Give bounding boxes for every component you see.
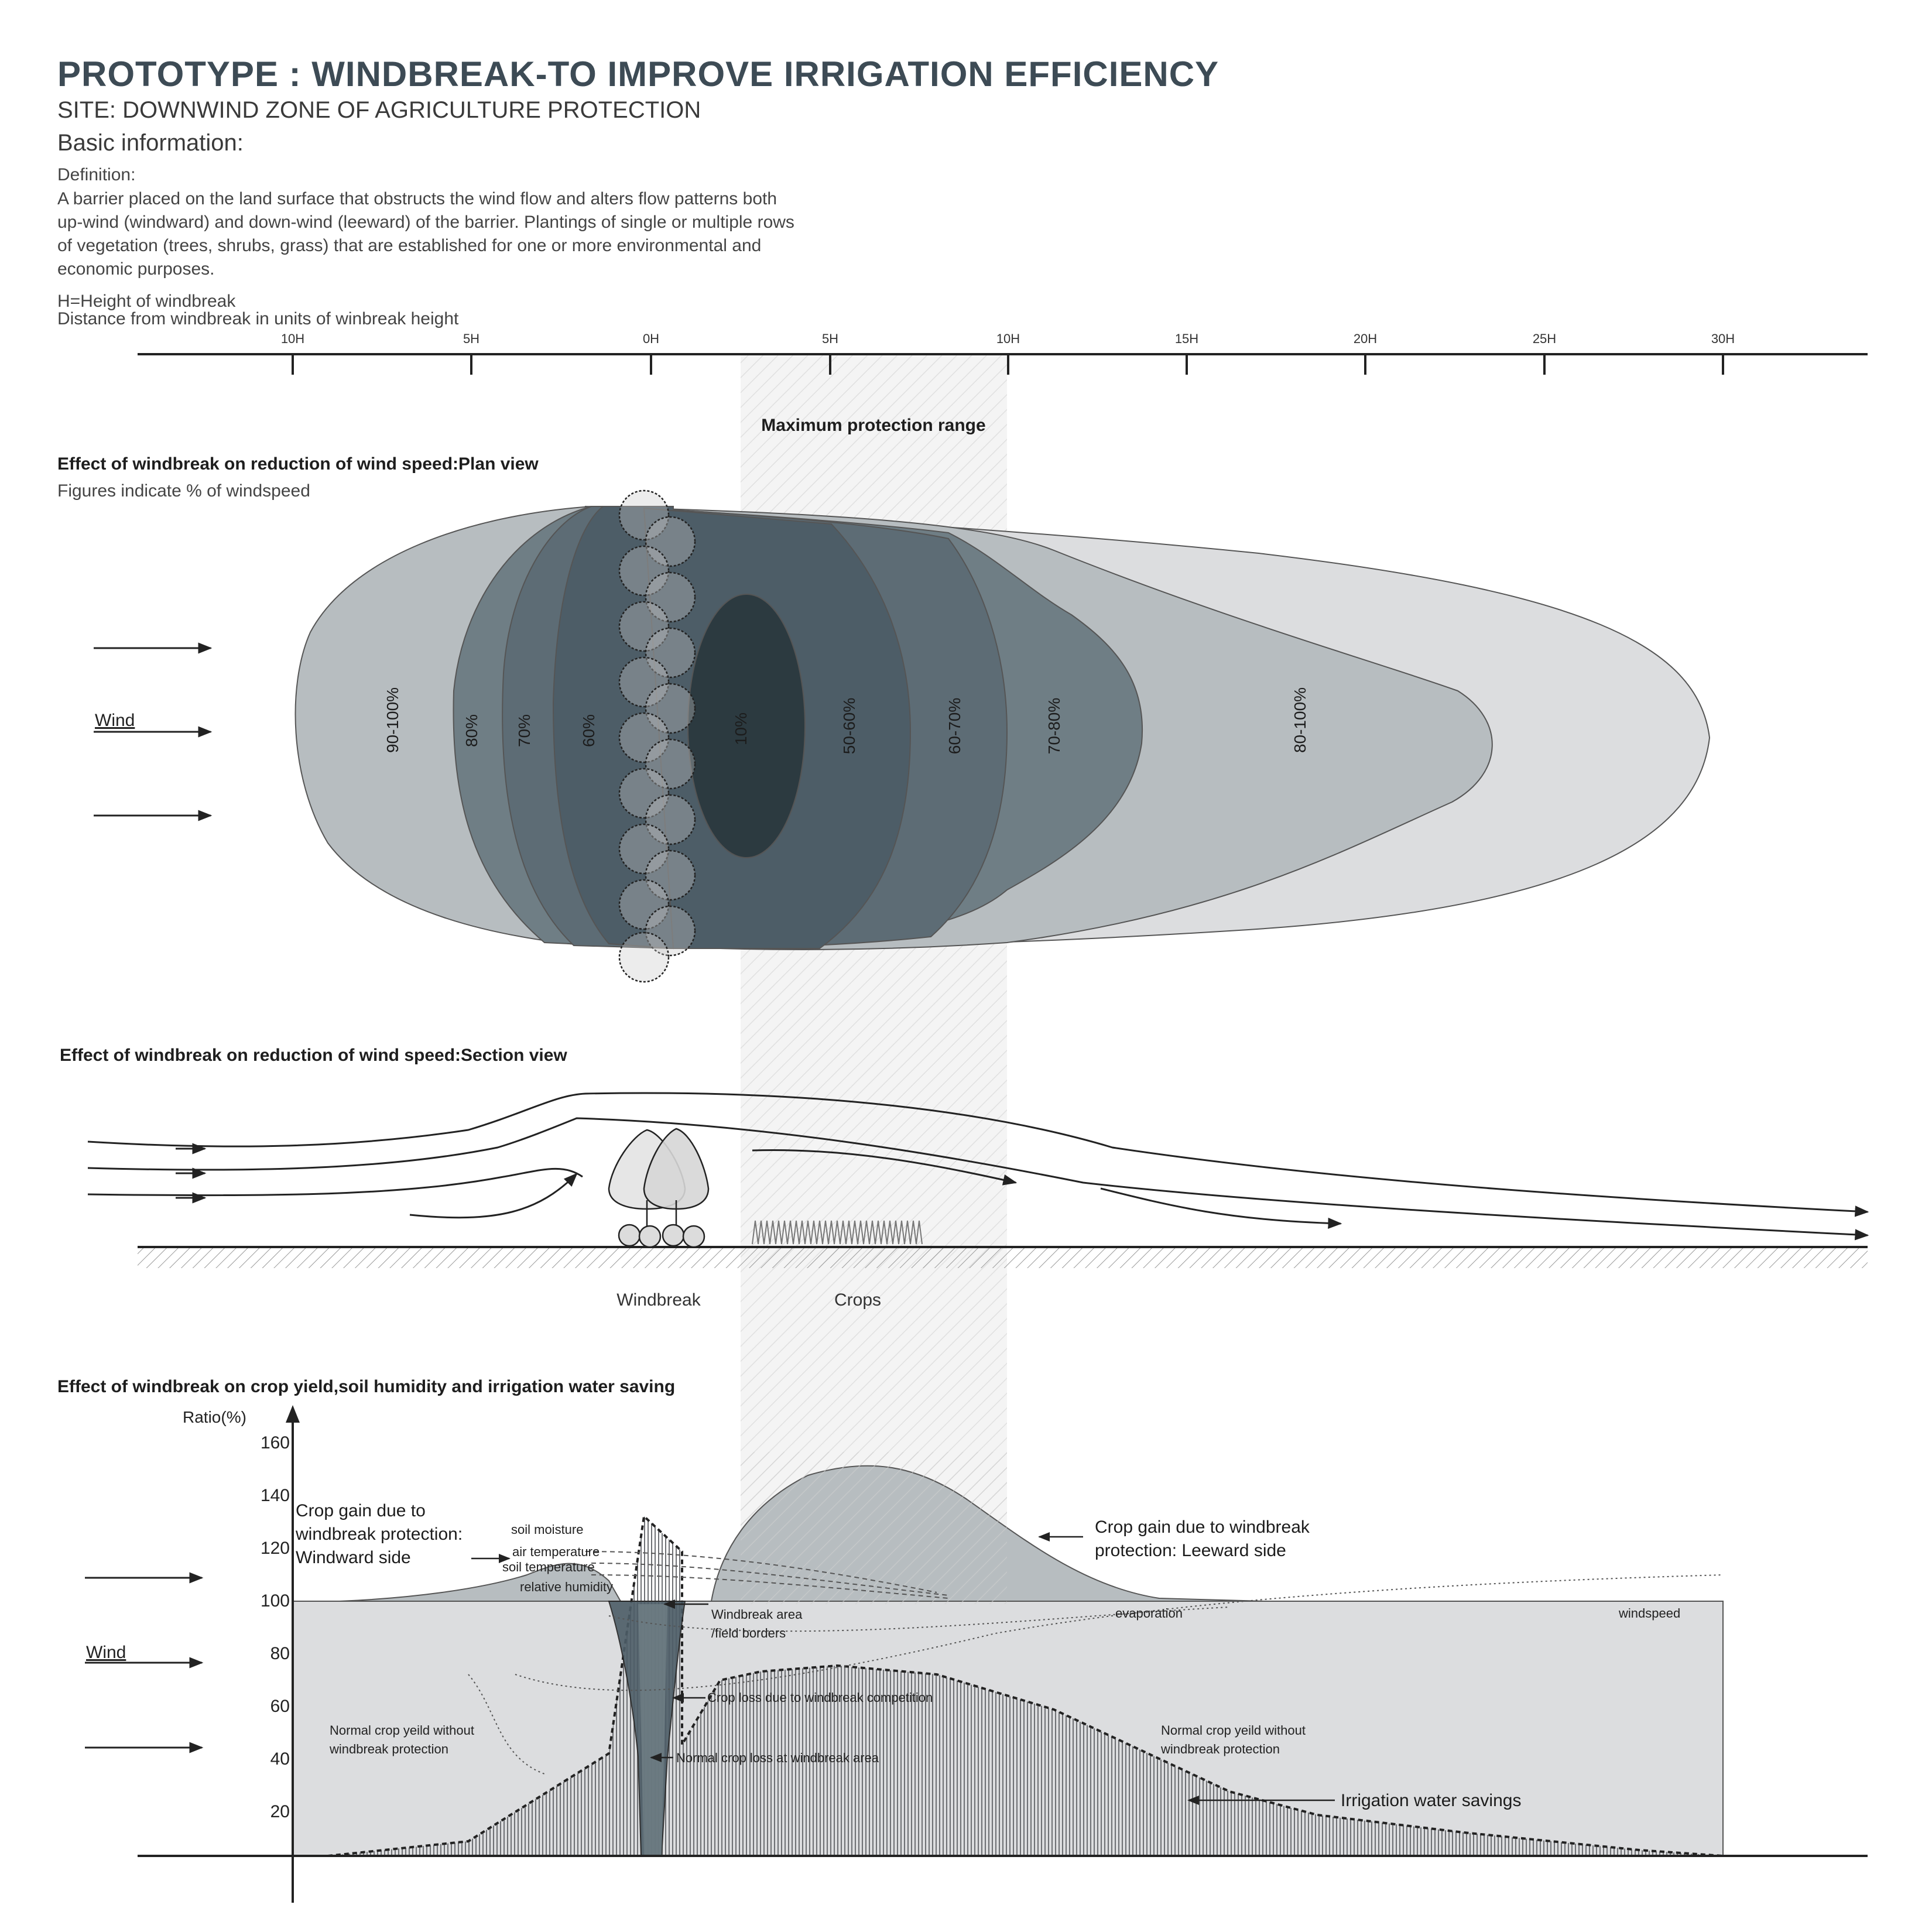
normal-crop-loss-label: Normal crop loss at windbreak area [676,1751,879,1765]
windbreak-trees-section [608,1128,710,1248]
plan-view-diagram [294,505,1711,950]
zone-label: 10% [732,712,750,745]
section-flow-lines [87,1092,1869,1241]
yield-chart-axes [138,1408,1868,1903]
svg-text:windbreak protection:: windbreak protection: [295,1525,463,1544]
section-view-title: Effect of windbreak on reduction of wind… [60,1046,567,1065]
svg-text:Windward side: Windward side [296,1548,411,1567]
scale-tick-label: 5H [822,331,838,346]
page-title: PROTOTYPE : WINDBREAK-TO IMPROVE IRRIGAT… [57,54,1220,94]
zone-label: 70% [515,714,533,747]
soil-moisture-label: soil moisture [511,1522,583,1537]
scale-tick-label: 10H [281,331,304,346]
zone-label: 60% [580,714,598,747]
crop-gain-windward-area [339,1563,622,1602]
zone-label: 70-80% [1045,698,1063,755]
windspeed-label: windspeed [1618,1606,1680,1621]
zone-60 [552,506,674,950]
chart-wind-label: Wind [86,1643,126,1662]
irrigation-savings-label: Irrigation water savings [1341,1791,1521,1810]
crop-gain-windward-label: Crop gain due to [296,1501,426,1520]
y-tick-label: 120 [261,1539,290,1558]
air-temperature-label: air temperature [512,1544,600,1559]
zone-label: 50-60% [840,698,858,755]
crops-label: Crops [834,1290,881,1310]
scale-tick-label: 5H [463,331,479,346]
protection-range-label: Maximum protection range [761,416,985,435]
soil-temperature-label: soil temperature [502,1560,595,1574]
basic-info-heading: Basic information: [57,130,244,156]
y-tick-label: 20 [270,1802,290,1821]
scale-tick-label: 30H [1711,331,1735,346]
scale-tick-label: 10H [996,331,1020,346]
svg-text:windbreak protection: windbreak protection [1160,1742,1280,1756]
height-definition: H=Height of windbreak [57,292,236,311]
evaporation-label: evaporation [1115,1606,1183,1621]
plan-wind-label: Wind [95,711,135,730]
section-ground [138,1247,1868,1268]
definition-text: A barrier placed on the land surface tha… [57,189,794,279]
crops-section [752,1220,923,1245]
zone-label: 80% [463,714,481,747]
windbreak-area-label: Windbreak area [711,1607,803,1622]
plan-view-title: Effect of windbreak on reduction of wind… [57,454,539,474]
zone-10 [687,594,806,858]
distance-note: Distance from windbreak in units of winb… [57,309,459,328]
y-tick-label: 160 [261,1433,290,1453]
y-axis-label: Ratio(%) [183,1408,246,1426]
normal-yield-right-label: Normal crop yeild without [1161,1723,1306,1738]
leader-lines [471,1532,1335,1805]
normal-yield-left-label: Normal crop yeild without [330,1723,474,1738]
y-tick-label: 140 [261,1486,290,1505]
relative-humidity-label: relative humidity [520,1580,613,1594]
zone-label: 80-100% [1291,687,1309,753]
scale-tick-label: 15H [1175,331,1198,346]
plan-view-subtitle: Figures indicate % of windspeed [57,481,310,501]
distance-scale: 10H 5H 0H 5H 10H 15H 20H 25H 30H [138,331,1868,375]
crop-loss-competition-label: Crop loss due to windbreak competition [707,1690,933,1705]
scale-tick-label: 0H [643,331,659,346]
svg-text:protection: Leeward side: protection: Leeward side [1095,1541,1286,1560]
yield-chart-title: Effect of windbreak on crop yield,soil h… [57,1377,676,1396]
plan-wind-arrows [94,642,213,821]
y-tick-label: 60 [270,1697,290,1716]
svg-text:/field borders: /field borders [711,1626,786,1640]
humidity-curves [468,1551,1724,1775]
y-tick-label: 100 [261,1591,290,1611]
chart-wind-arrows [85,1572,204,1753]
windbreak-label: Windbreak [616,1290,701,1310]
site-subtitle: SITE: DOWNWIND ZONE OF AGRICULTURE PROTE… [57,97,701,123]
svg-text:windbreak protection: windbreak protection [329,1742,448,1756]
zone-label: 60-70% [946,698,964,755]
tree-row-plan [618,489,696,983]
scale-tick-label: 25H [1533,331,1556,346]
zone-label: 90-100% [383,687,402,753]
scale-tick-label: 20H [1354,331,1377,346]
crop-gain-leeward-label: Crop gain due to windbreak [1095,1517,1310,1537]
y-tick-label: 40 [270,1749,290,1769]
y-tick-label: 80 [270,1644,290,1663]
definition-label: Definition: [57,165,136,184]
